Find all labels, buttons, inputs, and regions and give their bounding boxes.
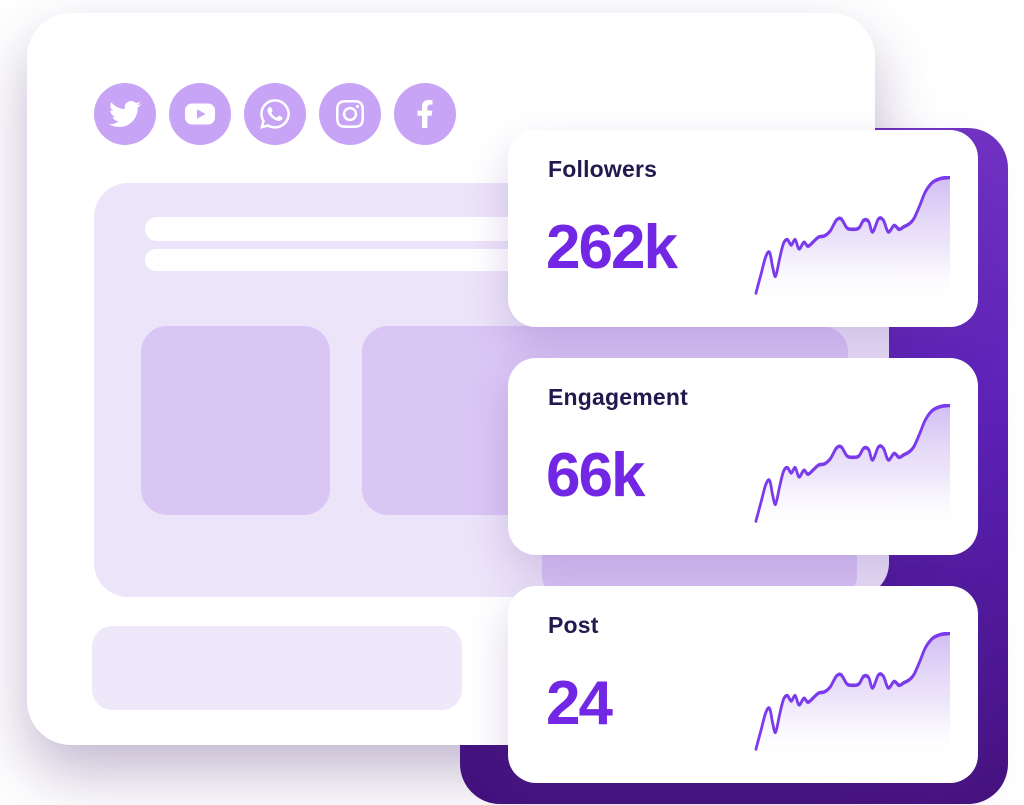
footer-placeholder-bar <box>92 626 462 710</box>
engagement-sparkline-chart <box>754 404 950 534</box>
image-placeholder-left <box>141 326 330 515</box>
stat-card-engagement[interactable]: Engagement 66k <box>508 358 978 555</box>
twitter-icon[interactable] <box>94 83 156 145</box>
followers-sparkline-chart <box>754 176 950 306</box>
post-sparkline-chart <box>754 632 950 762</box>
youtube-play-glyph <box>185 103 215 125</box>
stat-card-value: 24 <box>546 669 613 738</box>
stat-card-title: Followers <box>548 156 658 182</box>
instagram-icon[interactable] <box>319 83 381 145</box>
stat-card-title: Engagement <box>548 384 689 410</box>
stat-card-value: 66k <box>546 441 645 510</box>
stat-card-post[interactable]: Post 24 <box>508 586 978 783</box>
instagram-camera-glyph <box>335 99 365 128</box>
stat-card-title: Post <box>548 612 599 638</box>
stat-card-followers[interactable]: Followers 262k <box>508 130 978 327</box>
twitter-bird-glyph <box>109 101 141 127</box>
stat-card-value: 262k <box>546 213 678 282</box>
social-icons-row <box>94 83 456 145</box>
facebook-icon[interactable] <box>394 83 456 145</box>
whatsapp-icon[interactable] <box>244 83 306 145</box>
whatsapp-phone-glyph <box>260 99 290 129</box>
youtube-icon[interactable] <box>169 83 231 145</box>
facebook-f-glyph <box>417 100 433 128</box>
